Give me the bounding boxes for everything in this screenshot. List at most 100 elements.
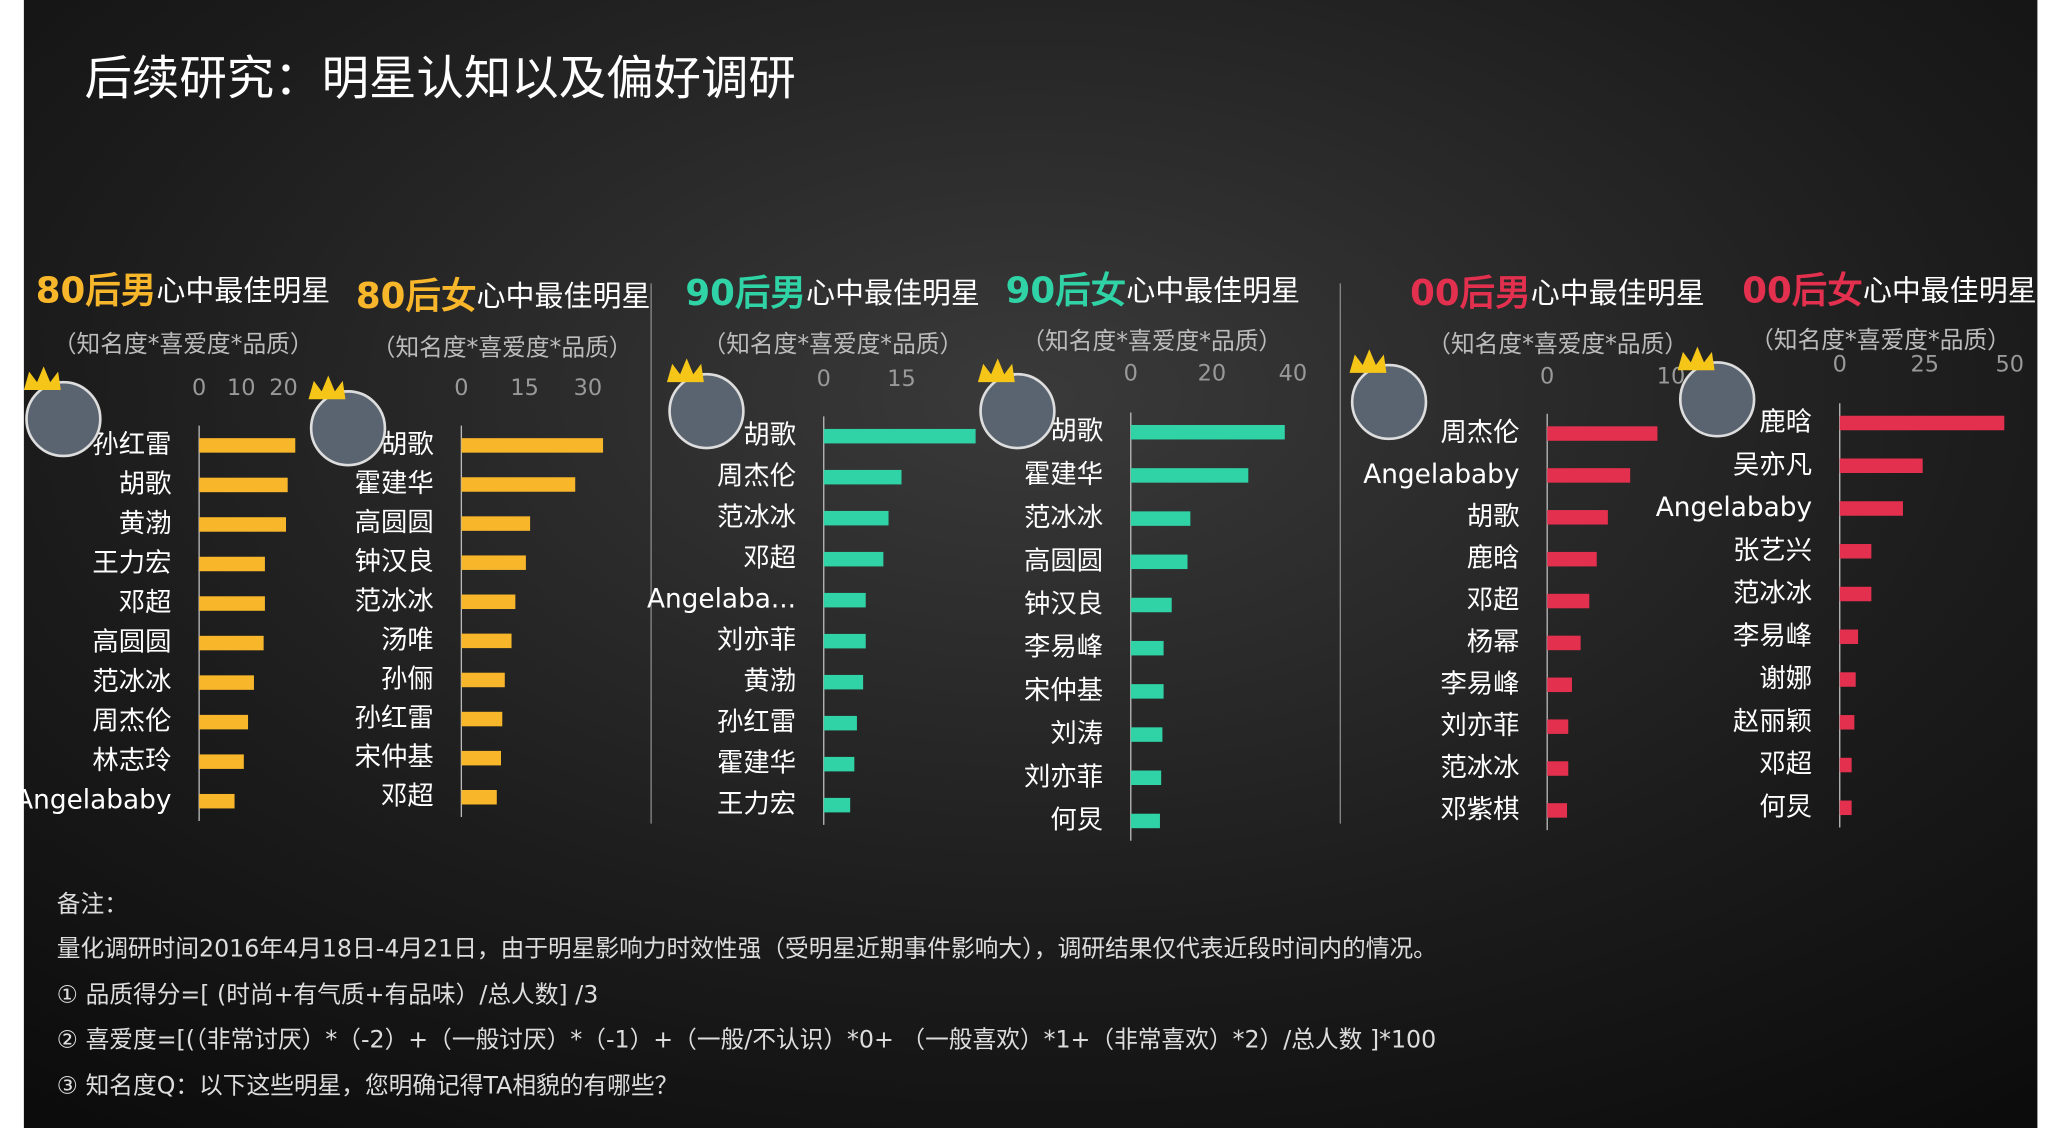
x-tick-label: 30 xyxy=(574,375,603,401)
category-label: 胡歌 xyxy=(743,421,796,451)
bar xyxy=(199,675,254,690)
bar xyxy=(461,672,505,688)
chart-title-highlight: 00后男 xyxy=(1410,273,1531,314)
chart-title: 80后男心中最佳明星 xyxy=(36,271,331,312)
bar xyxy=(461,438,604,453)
category-label: 范冰冰 xyxy=(92,667,171,697)
category-label: 张艺兴 xyxy=(1733,536,1812,566)
category-label: 刘涛 xyxy=(1050,719,1103,749)
category-label: 周杰伦 xyxy=(92,707,171,737)
chart-subtitle: （知名度*喜爱度*品质） xyxy=(1750,326,2011,354)
bar xyxy=(1839,544,1872,559)
category-label: 范冰冰 xyxy=(1024,503,1103,533)
bar xyxy=(199,556,265,572)
bar xyxy=(1839,757,1852,773)
bar xyxy=(823,510,889,526)
category-label: 霍建华 xyxy=(355,469,434,499)
bar xyxy=(1839,629,1859,645)
category-label: 赵丽颖 xyxy=(1733,707,1812,737)
category-label: 范冰冰 xyxy=(1440,753,1519,783)
bar xyxy=(199,635,264,651)
category-label: 王力宏 xyxy=(717,790,796,820)
category-label: 钟汉良 xyxy=(1024,589,1103,619)
chart-title-rest: 心中最佳明星 xyxy=(156,274,330,308)
category-label: 鹿晗 xyxy=(1467,544,1520,574)
bar xyxy=(1547,551,1597,567)
x-tick-label: 0 xyxy=(817,366,831,392)
chart-subtitle: （知名度*喜爱度*品质） xyxy=(53,330,314,358)
bar xyxy=(1547,761,1569,776)
chart-title-rest: 心中最佳明星 xyxy=(806,276,980,310)
bar xyxy=(1130,727,1163,742)
avatar xyxy=(1678,361,1756,438)
category-label: 黄渤 xyxy=(743,667,796,697)
category-label: 高圆圆 xyxy=(92,628,171,658)
bar xyxy=(1130,554,1188,570)
category-label: 吴亦凡 xyxy=(1733,450,1812,480)
category-label: 孙俪 xyxy=(381,664,434,694)
bar xyxy=(1130,424,1285,440)
bar xyxy=(1547,593,1590,609)
category-label: 胡歌 xyxy=(1467,502,1520,532)
category-label: 宋仲基 xyxy=(355,743,434,773)
bar xyxy=(1547,635,1581,651)
category-label: 孙红雷 xyxy=(355,704,434,734)
avatar xyxy=(1350,363,1428,441)
chart-title-highlight: 80后女 xyxy=(356,276,477,317)
bar xyxy=(823,674,864,690)
bar xyxy=(1130,770,1162,786)
bar xyxy=(823,715,857,731)
category-label: 孙红雷 xyxy=(92,430,171,460)
crown xyxy=(977,358,1015,383)
bar xyxy=(1130,468,1249,483)
bar xyxy=(461,789,497,805)
chart-subtitle: （知名度*喜爱度*品质） xyxy=(703,330,964,358)
x-tick-label: 50 xyxy=(1995,352,2024,378)
category-label: 林志玲 xyxy=(92,746,171,776)
chart-title: 00后男心中最佳明星 xyxy=(1410,273,1705,314)
category-label: 胡歌 xyxy=(1050,417,1103,447)
crown xyxy=(1677,346,1715,371)
chart-title-rest: 心中最佳明星 xyxy=(1531,276,1705,310)
bar xyxy=(461,750,502,766)
bar xyxy=(1130,813,1160,829)
category-label: Angelaba... xyxy=(647,585,796,615)
bar xyxy=(1130,640,1164,656)
category-label: 杨幂 xyxy=(1467,627,1520,657)
note: ③ 知名度Q：以下这些明星，您明确记得TA相貌的有哪些？ xyxy=(57,1072,678,1100)
x-tick-label: 0 xyxy=(1124,361,1138,387)
category-label: 刘亦菲 xyxy=(1440,711,1519,741)
x-tick-label: 15 xyxy=(887,366,916,392)
chart-title: 90后女心中最佳明星 xyxy=(1006,271,1301,312)
bar xyxy=(1839,458,1923,474)
bar xyxy=(461,594,516,610)
chart-title-rest: 心中最佳明星 xyxy=(477,279,651,313)
avatar xyxy=(979,372,1056,450)
avatar xyxy=(309,390,387,467)
note: 量化调研时间2016年4月18日-4月21日，由于明星影响力时效性强（受明星近期… xyxy=(57,935,1437,963)
category-label: 黄渤 xyxy=(119,509,172,539)
chart-title-highlight: 80后男 xyxy=(36,271,157,312)
chart-title: 00后女心中最佳明星 xyxy=(1742,271,2037,312)
category-label: Angelababy xyxy=(1363,460,1519,490)
bar xyxy=(823,551,884,567)
bar xyxy=(823,428,976,444)
bar xyxy=(461,555,526,570)
bar xyxy=(1839,800,1852,816)
chart-subtitle: （知名度*喜爱度*品质） xyxy=(372,334,633,362)
bar xyxy=(1547,510,1608,525)
crown xyxy=(1349,349,1387,373)
bar xyxy=(461,477,576,492)
category-label: 谢娜 xyxy=(1759,664,1812,694)
bar xyxy=(1547,719,1569,734)
bar xyxy=(1547,468,1631,483)
bar xyxy=(1130,684,1164,699)
x-tick-label: 20 xyxy=(269,375,297,401)
category-label: 汤唯 xyxy=(381,625,434,655)
category-label: 周杰伦 xyxy=(717,462,796,492)
category-label: 周杰伦 xyxy=(1440,418,1519,448)
bar xyxy=(1547,677,1572,693)
chart-title-rest: 心中最佳明星 xyxy=(1863,274,2037,308)
category-label: 刘亦菲 xyxy=(1024,762,1103,792)
